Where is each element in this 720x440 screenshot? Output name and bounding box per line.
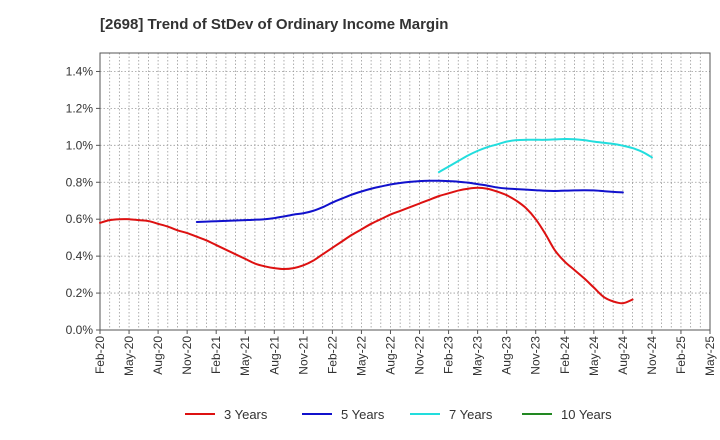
x-tick-label: Feb-21 [209, 336, 223, 374]
x-tick-label: Feb-20 [93, 336, 107, 374]
y-tick-label: 0.8% [66, 175, 94, 189]
x-tick-label: May-25 [703, 336, 717, 376]
x-tick-label: Feb-23 [442, 336, 456, 374]
x-tick-label: Nov-22 [413, 336, 427, 375]
x-tick-label: Feb-24 [558, 336, 572, 374]
x-tick-label: Aug-22 [383, 336, 397, 375]
x-tick-label: May-22 [354, 336, 368, 376]
x-tick-label: Feb-25 [674, 336, 688, 374]
y-tick-label: 0.2% [66, 286, 94, 300]
x-tick-label: Nov-23 [529, 336, 543, 375]
legend-label-5-years: 5 Years [341, 407, 385, 422]
series-line-3-years [99, 186, 634, 305]
series-line-7-years [437, 138, 653, 174]
x-tick-label: May-20 [122, 336, 136, 376]
legend-label-10-years: 10 Years [561, 407, 612, 422]
chart-title: [2698] Trend of StDev of Ordinary Income… [100, 16, 449, 33]
x-tick-label: Aug-24 [616, 336, 630, 375]
x-tick-label: Aug-20 [151, 336, 165, 375]
legend-label-7-years: 7 Years [449, 407, 493, 422]
x-tick-label: May-23 [471, 336, 485, 376]
x-tick-label: Nov-21 [296, 336, 310, 375]
y-tick-label: 1.4% [66, 64, 94, 78]
x-tick-label: Feb-22 [325, 336, 339, 374]
y-tick-label: 1.2% [66, 101, 94, 115]
x-tick-label: Nov-20 [180, 336, 194, 375]
x-tick-label: Nov-24 [645, 336, 659, 375]
y-tick-label: 0.6% [66, 212, 94, 226]
x-tick-label: Aug-21 [267, 336, 281, 375]
y-tick-label: 0.4% [66, 249, 94, 263]
y-tick-label: 0.0% [66, 323, 94, 337]
x-tick-label: May-21 [238, 336, 252, 376]
plot-frame [99, 52, 711, 331]
x-tick-label: May-24 [587, 336, 601, 376]
x-tick-label: Aug-23 [500, 336, 514, 375]
legend-label-3-years: 3 Years [224, 407, 268, 422]
y-tick-label: 1.0% [66, 138, 94, 152]
series-line-5-years [195, 179, 624, 223]
